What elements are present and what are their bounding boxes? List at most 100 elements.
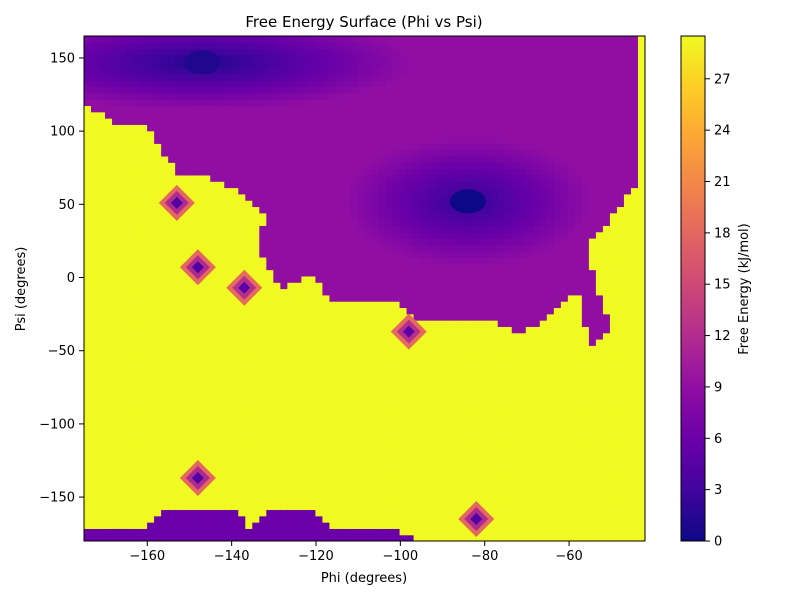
heatmap-cell xyxy=(392,168,401,176)
heatmap-cell xyxy=(273,395,281,403)
heatmap-cell xyxy=(392,54,401,62)
heatmap-cell xyxy=(469,80,478,88)
heatmap-cell xyxy=(84,256,92,264)
heatmap-cell xyxy=(490,231,499,239)
heatmap-cell xyxy=(399,294,408,302)
heatmap-cell xyxy=(385,238,394,245)
heatmap-cell xyxy=(343,206,352,214)
heatmap-cell xyxy=(196,440,204,447)
heatmap-cell xyxy=(483,465,492,473)
heatmap-cell xyxy=(392,440,401,447)
heatmap-cell xyxy=(308,471,317,479)
heatmap-cell xyxy=(259,111,267,119)
heatmap-cell xyxy=(126,36,134,43)
heatmap-cell xyxy=(504,503,513,511)
heatmap-cell xyxy=(294,111,302,119)
heatmap-cell xyxy=(350,219,359,226)
heatmap-cell xyxy=(364,86,373,94)
heatmap-cell xyxy=(490,54,499,62)
heatmap-cell xyxy=(385,471,394,479)
heatmap-cell xyxy=(497,307,506,315)
heatmap-cell xyxy=(133,364,141,372)
heatmap-cell xyxy=(217,212,225,220)
heatmap-cell xyxy=(210,320,218,327)
heatmap-cell xyxy=(154,118,162,125)
heatmap-cell xyxy=(252,212,260,220)
heatmap-cell xyxy=(147,496,155,504)
heatmap-cell xyxy=(308,174,317,182)
heatmap-cell xyxy=(322,130,331,138)
heatmap-cell xyxy=(420,256,429,264)
heatmap-cell xyxy=(350,307,359,315)
heatmap-cell xyxy=(364,389,373,397)
heatmap-cell xyxy=(196,238,204,245)
heatmap-cell xyxy=(161,225,169,233)
heatmap-cell xyxy=(119,509,127,517)
heatmap-cell xyxy=(259,244,267,252)
heatmap-cell xyxy=(294,149,302,157)
heatmap-cell xyxy=(448,162,457,170)
heatmap-cell xyxy=(112,200,120,208)
heatmap-cell xyxy=(441,534,450,541)
heatmap-cell xyxy=(252,339,260,346)
heatmap-cell xyxy=(301,212,309,220)
heatmap-cell xyxy=(490,124,499,132)
heatmap-cell xyxy=(189,421,197,428)
heatmap-cell xyxy=(140,187,148,195)
heatmap-cell xyxy=(266,130,274,138)
heatmap-cell xyxy=(287,357,295,365)
heatmap-cell xyxy=(455,383,464,391)
heatmap-cell xyxy=(203,162,211,170)
heatmap-cell xyxy=(483,149,492,157)
heatmap-cell xyxy=(518,528,527,536)
heatmap-cell xyxy=(385,465,394,473)
heatmap-cell xyxy=(413,477,422,485)
heatmap-cell xyxy=(126,99,134,107)
heatmap-cell xyxy=(133,313,141,321)
heatmap-cell xyxy=(490,86,499,94)
heatmap-cell xyxy=(287,42,295,50)
heatmap-cell xyxy=(231,143,239,151)
heatmap-cell xyxy=(427,421,436,428)
heatmap-cell xyxy=(112,301,120,309)
heatmap-cell xyxy=(371,130,380,138)
heatmap-cell xyxy=(308,528,317,536)
heatmap-cell xyxy=(84,244,92,252)
heatmap-cell xyxy=(399,370,408,378)
heatmap-cell xyxy=(420,452,429,460)
heatmap-cell xyxy=(154,465,162,473)
heatmap-cell xyxy=(371,36,380,43)
heatmap-cell xyxy=(161,370,169,378)
heatmap-cell xyxy=(245,389,253,397)
heatmap-cell xyxy=(210,339,218,346)
heatmap-cell xyxy=(210,36,218,43)
heatmap-cell xyxy=(371,452,380,460)
heatmap-cell xyxy=(147,80,155,88)
heatmap-cell xyxy=(126,73,134,81)
heatmap-cell xyxy=(322,168,331,176)
heatmap-cell xyxy=(329,250,338,258)
heatmap-cell xyxy=(189,395,197,403)
heatmap-cell xyxy=(434,162,443,170)
heatmap-cell xyxy=(476,256,485,264)
heatmap-cell xyxy=(217,332,225,340)
heatmap-cell xyxy=(427,155,436,163)
heatmap-cell xyxy=(490,294,499,302)
heatmap-cell xyxy=(273,440,281,447)
heatmap-cell xyxy=(413,61,422,69)
heatmap-cell xyxy=(98,484,106,492)
heatmap-cell xyxy=(252,48,260,56)
heatmap-cell xyxy=(217,162,225,170)
heatmap-cell xyxy=(238,465,246,473)
heatmap-cell xyxy=(231,73,239,81)
heatmap-cell xyxy=(126,522,134,529)
heatmap-cell xyxy=(371,389,380,397)
heatmap-cell xyxy=(399,200,408,208)
heatmap-cell xyxy=(329,219,338,226)
heatmap-cell xyxy=(154,111,162,119)
heatmap-cell xyxy=(504,496,513,504)
heatmap-cell xyxy=(161,351,169,359)
heatmap-cell xyxy=(105,124,113,132)
heatmap-cell xyxy=(399,143,408,151)
heatmap-cell xyxy=(427,433,436,441)
